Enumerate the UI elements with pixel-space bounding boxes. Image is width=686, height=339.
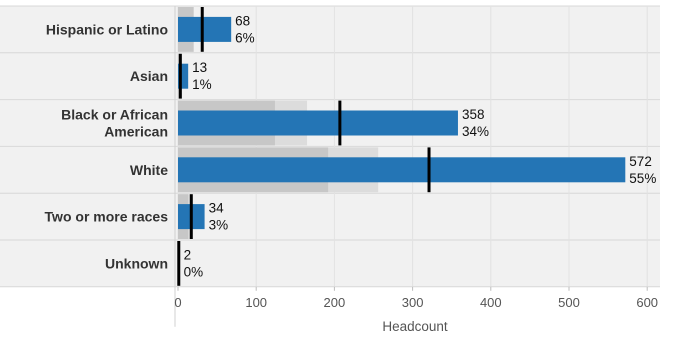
percent-label: 34% — [462, 124, 489, 139]
row-background — [0, 52, 660, 100]
category-label: Black or African — [61, 107, 168, 123]
category-label: Asian — [130, 68, 168, 84]
percent-label: 0% — [184, 264, 204, 279]
tick-label: 0 — [174, 295, 181, 310]
row-background — [0, 6, 660, 53]
category-label: American — [104, 124, 168, 140]
category-label: Unknown — [105, 255, 168, 271]
category-label: Hispanic or Latino — [46, 21, 168, 37]
category-label: White — [130, 162, 168, 178]
count-label: 34 — [209, 201, 225, 216]
count-label: 68 — [235, 13, 250, 28]
x-axis: 0 100 200 300 400 500 600 — [174, 6, 658, 327]
tick-label: 100 — [245, 295, 267, 310]
row-background — [0, 193, 660, 240]
category-label: Two or more races — [45, 209, 169, 225]
count-label: 13 — [192, 60, 207, 75]
row-backgrounds — [0, 5, 660, 288]
tick-label: 200 — [324, 295, 346, 310]
percent-label: 1% — [192, 77, 212, 92]
x-axis-title: Headcount — [382, 319, 448, 334]
percent-label: 55% — [629, 171, 656, 186]
bars — [178, 16, 626, 276]
tick-label: 600 — [636, 295, 658, 310]
tick-label: 300 — [402, 295, 424, 310]
bar — [178, 63, 189, 89]
category-labels: Hispanic or Latino Asian Black or AfricanA… — [45, 21, 169, 271]
percent-label: 6% — [235, 30, 255, 45]
row-background — [0, 240, 660, 287]
percent-label: 3% — [209, 218, 229, 233]
count-label: 358 — [462, 107, 485, 122]
grid-lines — [177, 6, 648, 287]
benchmark-lines — [177, 7, 431, 286]
bar — [178, 157, 626, 183]
tick-label: 400 — [480, 295, 502, 310]
bar — [178, 16, 232, 42]
tick-label: 500 — [558, 295, 580, 310]
count-label: 572 — [629, 154, 652, 169]
bar — [178, 110, 458, 136]
data-labels: 68 6% 13 1% 358 34% 572 55% 34 3% 2 0% — [184, 13, 657, 279]
count-label: 2 — [184, 247, 192, 262]
